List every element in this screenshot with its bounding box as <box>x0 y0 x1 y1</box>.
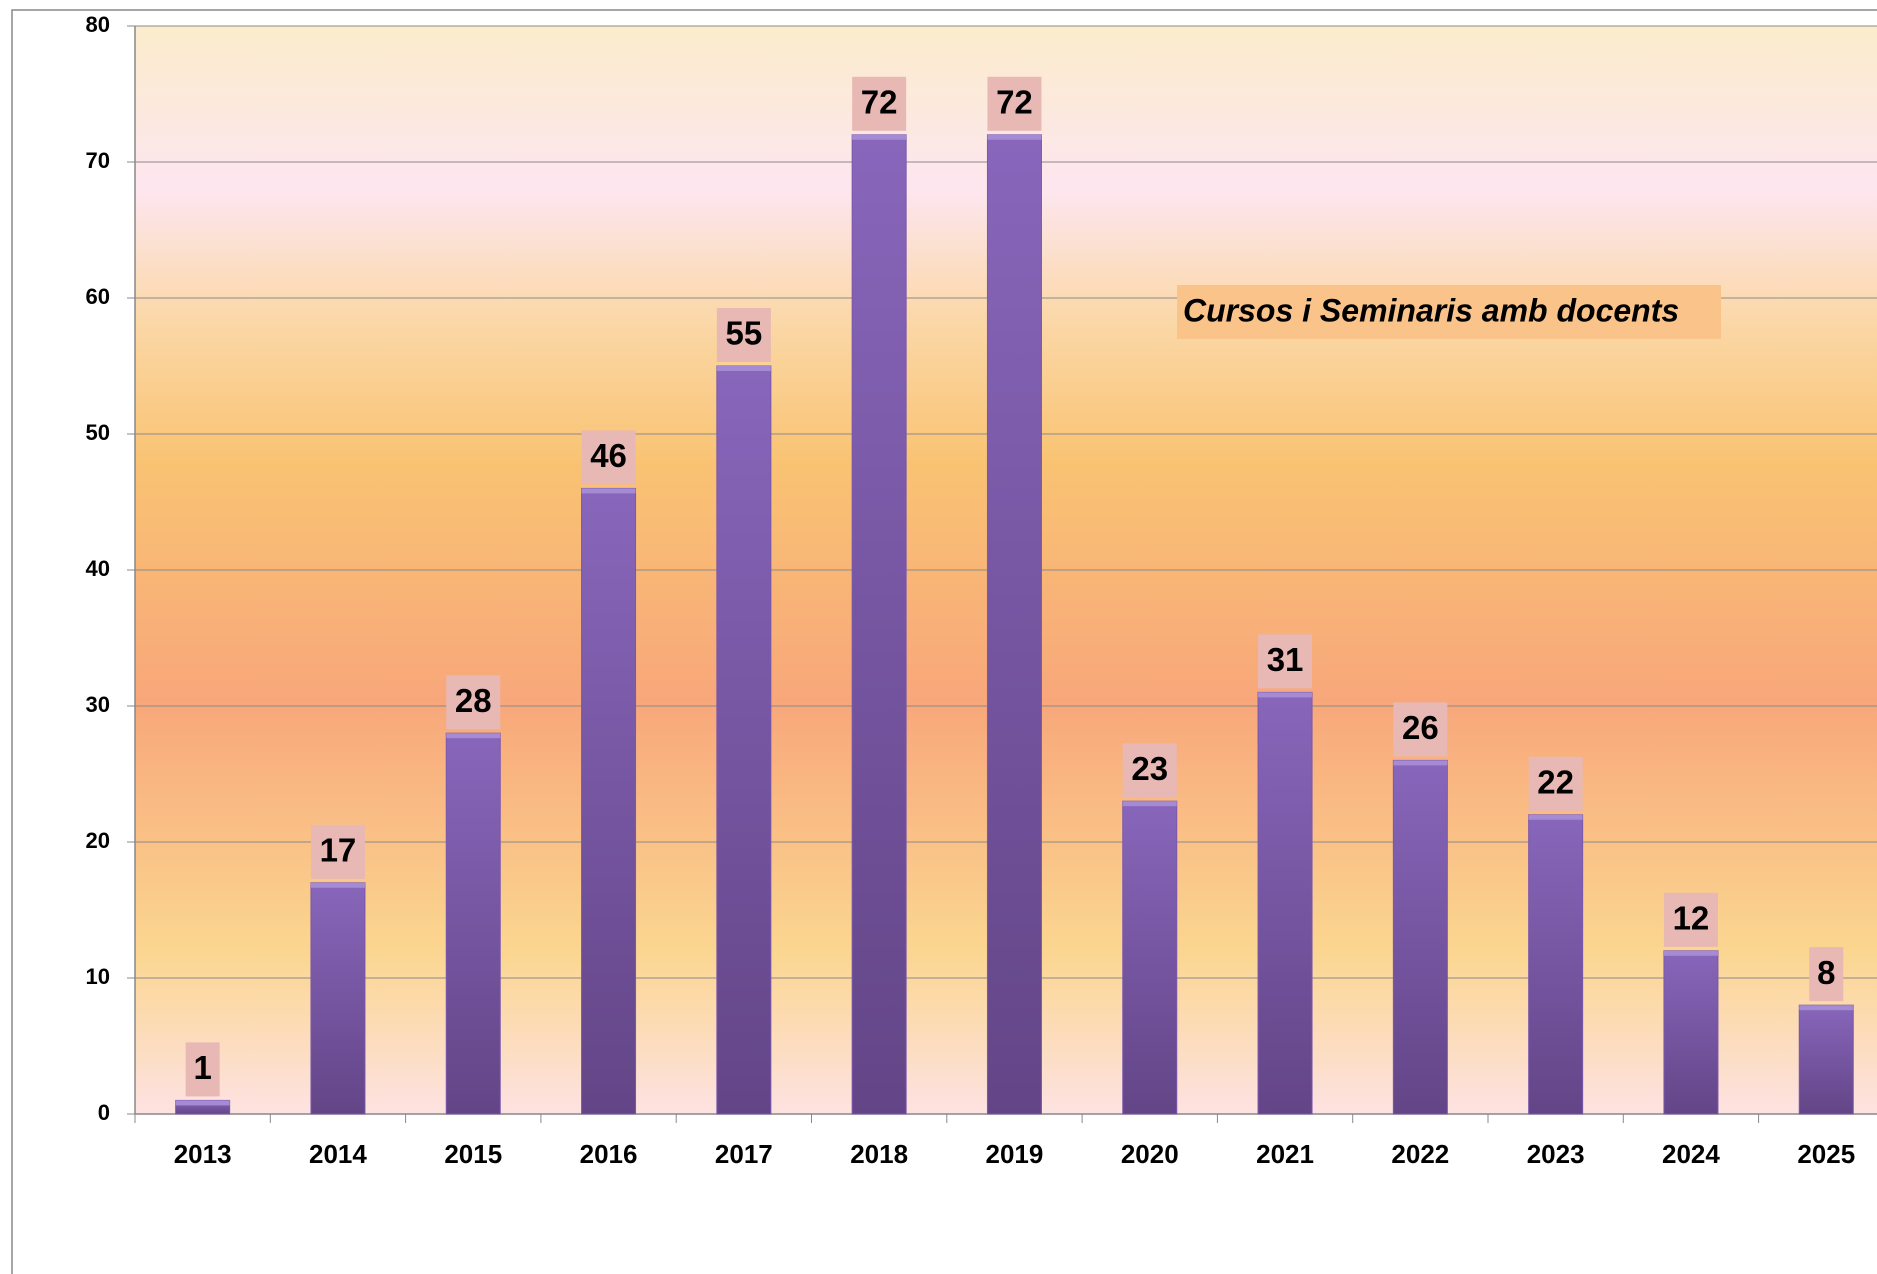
bar <box>1257 691 1313 1115</box>
x-tick-label: 2021 <box>1256 1139 1314 1169</box>
y-tick-label: 10 <box>86 964 110 989</box>
y-tick-label: 20 <box>86 828 110 853</box>
chart-title: Cursos i Seminaris amb docents <box>1183 292 1679 328</box>
data-label-box <box>310 824 365 879</box>
data-label-box <box>1528 756 1583 811</box>
data-label: 8 <box>1817 954 1835 991</box>
data-label: 55 <box>725 315 762 352</box>
data-label: 17 <box>320 832 357 869</box>
y-tick-label: 40 <box>86 556 110 581</box>
y-tick-label: 30 <box>86 692 110 717</box>
bar-cap <box>716 366 771 371</box>
bar-cap <box>1528 814 1583 820</box>
bar-cap <box>852 134 907 140</box>
bar-cap <box>1799 1005 1854 1011</box>
bar-cap <box>1393 760 1448 766</box>
bar-cap <box>310 882 365 888</box>
x-tick-label: 2022 <box>1391 1139 1449 1169</box>
data-label-box <box>581 430 636 485</box>
y-tick-label: 50 <box>86 420 110 445</box>
y-tick-label: 80 <box>86 12 110 37</box>
data-label: 23 <box>1131 750 1168 787</box>
data-label: 1 <box>193 1049 211 1086</box>
data-label: 22 <box>1537 764 1574 801</box>
bar <box>581 487 637 1115</box>
data-label-box <box>185 1042 220 1097</box>
bar-cap <box>987 134 1042 140</box>
bar-cap <box>446 733 501 739</box>
bar-cap <box>1258 692 1313 698</box>
data-label: 72 <box>861 84 898 121</box>
x-tick-label: 2013 <box>174 1139 232 1169</box>
data-label-box <box>852 76 907 131</box>
data-label: 28 <box>455 682 492 719</box>
bar <box>851 134 907 1115</box>
bar <box>986 134 1042 1115</box>
bar <box>310 882 366 1115</box>
y-tick-label: 60 <box>86 284 110 309</box>
bar-cap <box>581 488 636 494</box>
data-label: 31 <box>1267 641 1304 678</box>
bar-cap <box>1122 801 1177 807</box>
x-tick-label: 2024 <box>1662 1139 1720 1169</box>
data-label-box <box>1122 743 1177 798</box>
data-label-box <box>1258 634 1313 689</box>
bar-cap <box>175 1100 230 1106</box>
bar-cap <box>1663 950 1718 956</box>
x-tick-label: 2014 <box>309 1139 367 1169</box>
bar <box>1798 1004 1854 1115</box>
data-label: 46 <box>590 437 627 474</box>
data-label-box <box>987 76 1042 131</box>
bar <box>1663 950 1719 1115</box>
x-tick-label: 2018 <box>850 1139 908 1169</box>
bar <box>1392 759 1448 1115</box>
data-label: 72 <box>996 84 1033 121</box>
x-tick-label: 2023 <box>1527 1139 1585 1169</box>
bar <box>1122 800 1178 1115</box>
x-tick-label: 2019 <box>986 1139 1044 1169</box>
x-tick-label: 2016 <box>580 1139 638 1169</box>
y-tick-label: 0 <box>98 1100 110 1125</box>
title-box <box>1177 285 1721 339</box>
data-label: 12 <box>1673 900 1710 937</box>
data-label-box <box>1663 892 1718 947</box>
x-tick-label: 2025 <box>1797 1139 1855 1169</box>
bar <box>1528 814 1584 1115</box>
bar <box>716 365 772 1115</box>
bar <box>445 732 501 1115</box>
x-tick-label: 2020 <box>1121 1139 1179 1169</box>
data-label-box <box>446 675 501 730</box>
y-tick-label: 70 <box>86 148 110 173</box>
x-tick-label: 2015 <box>444 1139 502 1169</box>
data-label-box <box>1809 947 1844 1002</box>
x-tick-label: 2017 <box>715 1139 773 1169</box>
data-label-box <box>716 308 771 362</box>
data-label-box <box>1393 702 1448 757</box>
data-label: 26 <box>1402 709 1439 746</box>
